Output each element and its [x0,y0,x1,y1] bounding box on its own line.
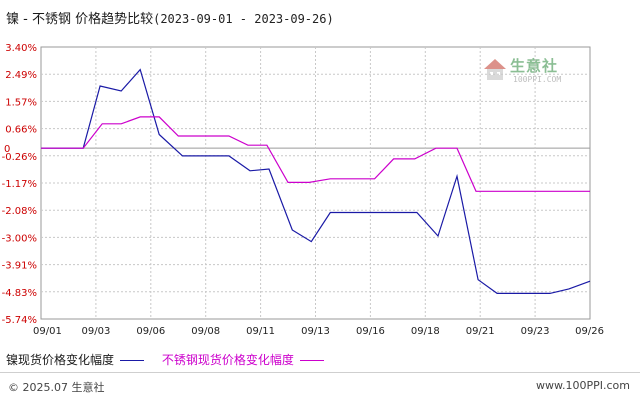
watermark-url: 100PPI.COM [513,75,562,84]
legend-item-nickel: 镍现货价格变化幅度 [6,351,145,368]
y-tick-label: 0.66% [5,125,37,136]
y-tick-label: 1.57% [5,97,37,108]
x-tick-label: 09/01 [33,326,62,337]
y-tick-label: -0.26% [2,152,37,163]
x-tick-label: 09/16 [356,326,385,337]
legend-label-nickel: 镍现货价格变化幅度 [6,353,115,367]
chart-title-text: 镍 - 不锈钢 价格趋势比较 [6,12,154,27]
copyright: © 2025.07 生意社 [8,381,105,394]
legend-swatch-stainless [299,360,324,361]
zero-label: 0 [4,144,10,155]
line-chart: 3.40% 2.49% 1.57% 0.66% -0.26% -1.17% -2.08% -3… [2,43,604,337]
y-tick-label: -2.08% [2,206,37,217]
x-tick-label: 09/21 [466,326,495,337]
y-tick-label: 3.40% [5,43,37,54]
y-tick-label: -3.91% [2,261,37,272]
y-tick-label: -4.83% [2,288,37,299]
x-tick-label: 09/23 [521,326,550,337]
x-tick-label: 09/03 [81,326,110,337]
y-tick-label: -1.17% [2,179,37,190]
x-tick-label: 09/26 [575,326,604,337]
series-line-stainless [41,116,590,192]
date-range: (2023-09-01 - 2023-09-26) [153,12,334,26]
x-tick-label: 09/13 [301,326,330,337]
chart-legend: 镍现货价格变化幅度 不锈钢现货价格变化幅度 [6,351,338,368]
legend-swatch-nickel [120,360,145,361]
website-link[interactable]: www.100PPI.com [536,379,630,392]
y-tick-label: 2.49% [5,70,37,81]
legend-label-stainless: 不锈钢现货价格变化幅度 [161,353,294,367]
x-tick-label: 09/06 [136,326,165,337]
x-tick-label: 09/08 [191,326,220,337]
y-tick-label: -3.00% [2,233,37,244]
x-tick-label: 09/18 [411,326,440,337]
y-tick-label: -5.74% [2,315,37,326]
watermark-name: 生意社 [510,57,559,75]
x-tick-label: 09/11 [246,326,275,337]
footer-divider [0,372,640,373]
legend-item-stainless: 不锈钢现货价格变化幅度 [162,351,324,368]
chart-title: 镍 - 不锈钢 价格趋势比较(2023-09-01 - 2023-09-26) [6,8,334,27]
series-line-nickel [41,68,591,294]
